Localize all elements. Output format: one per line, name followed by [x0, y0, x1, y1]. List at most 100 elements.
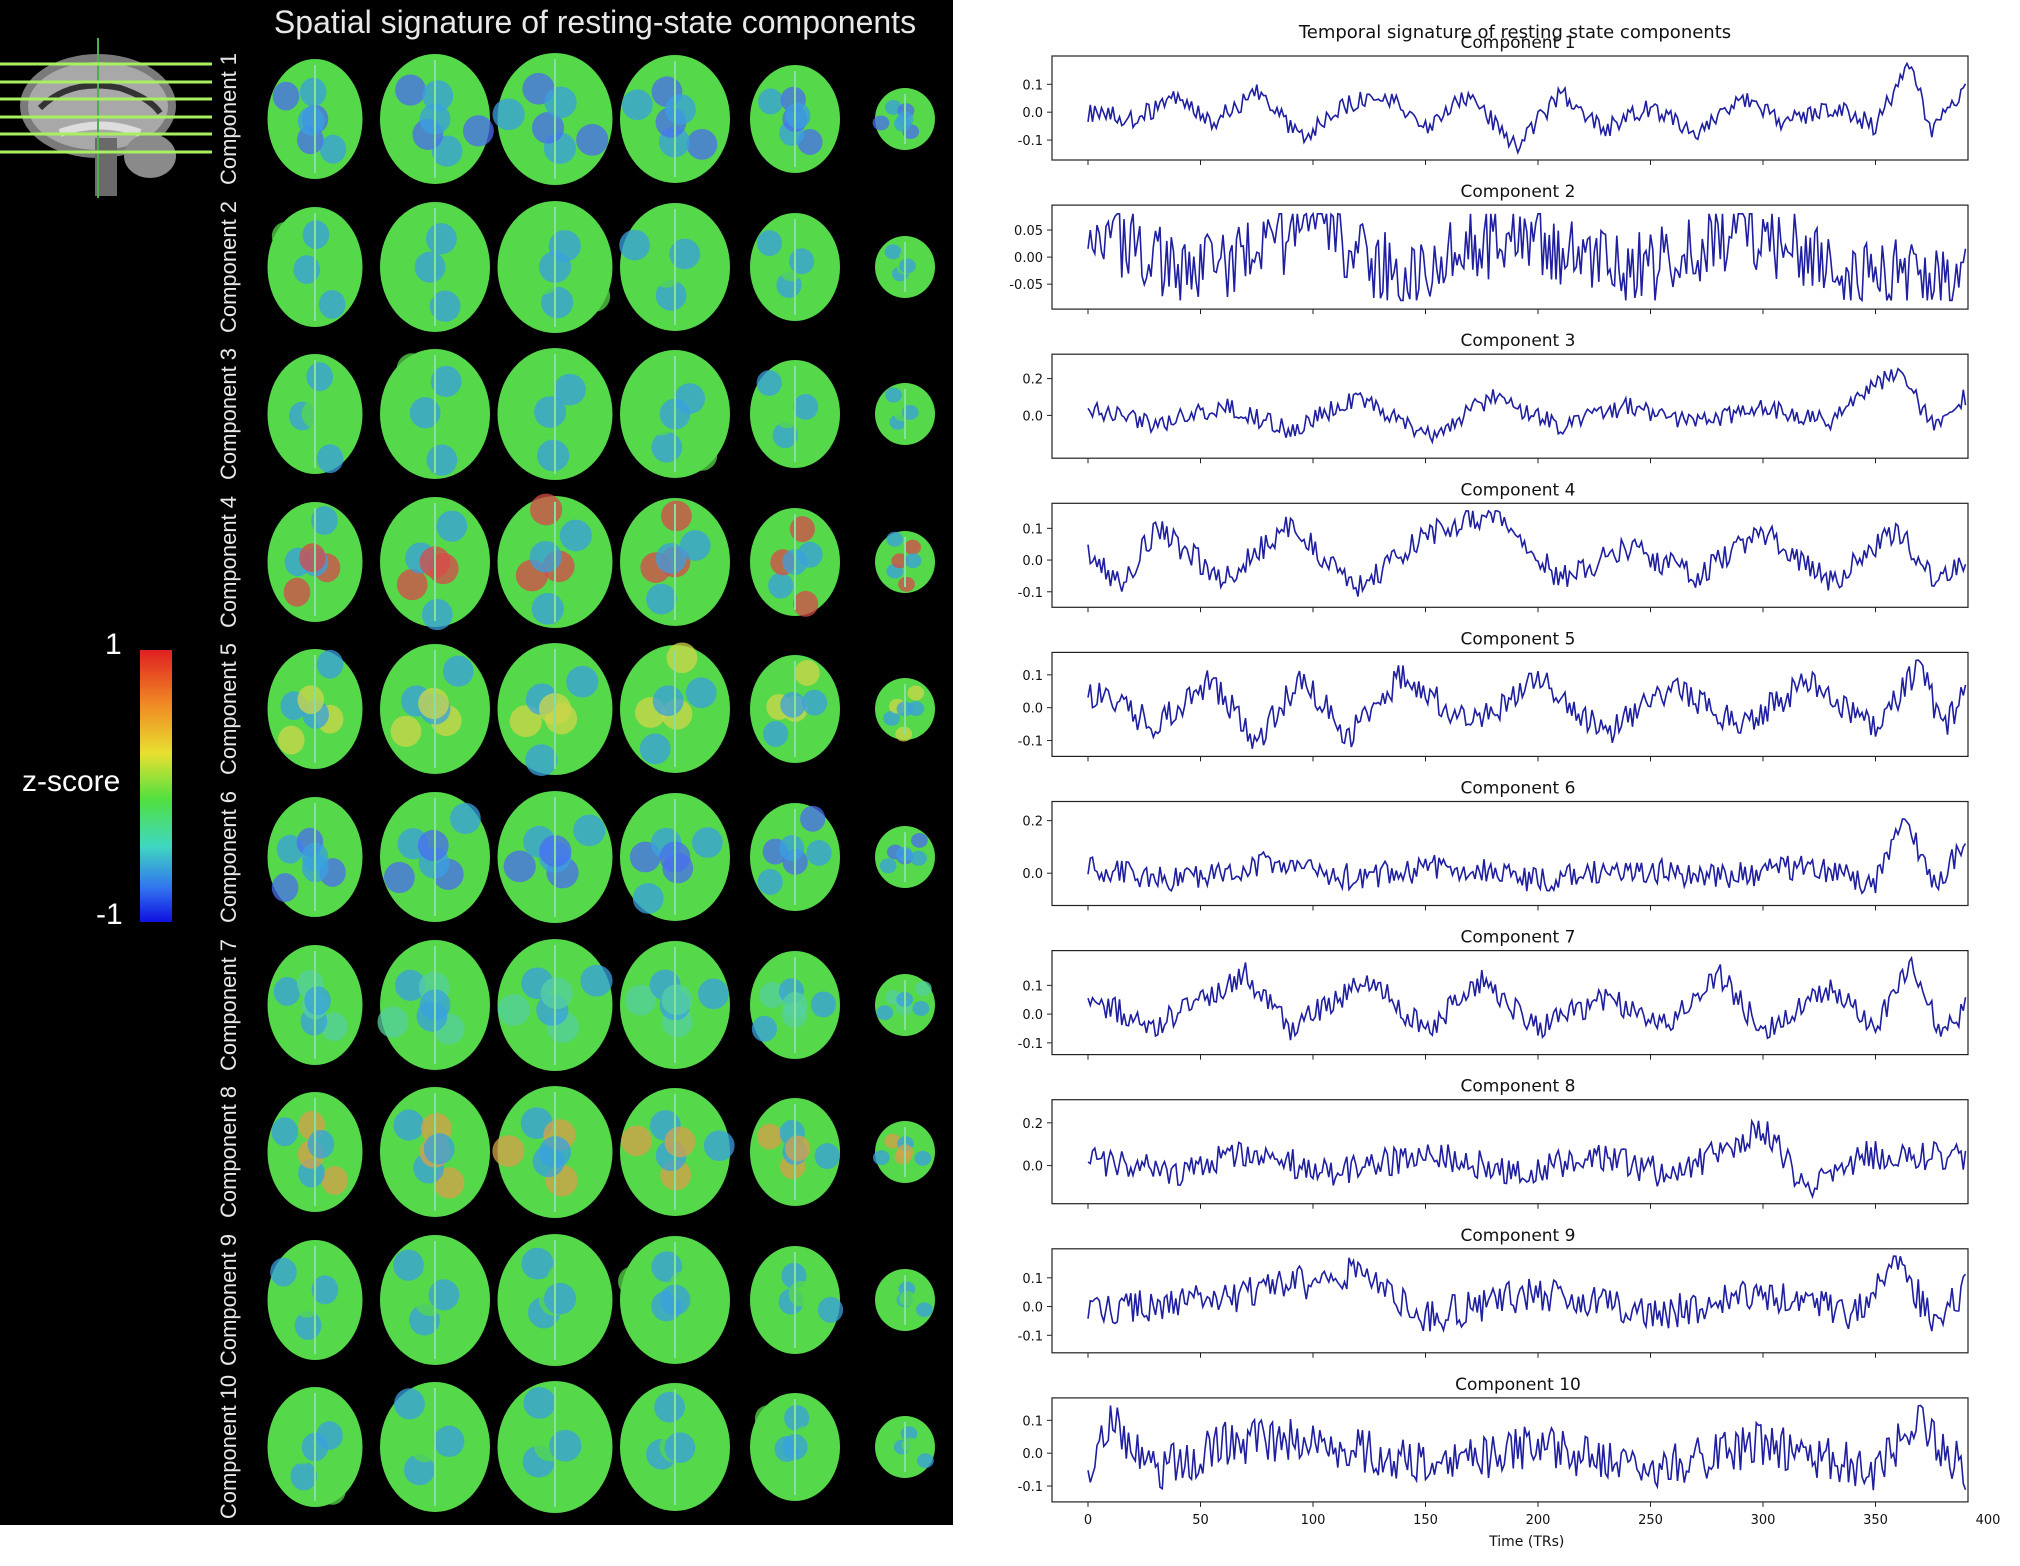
brain-slice: [380, 1234, 490, 1365]
colorbar-label: z-score: [22, 765, 121, 798]
plot-frame: [1051, 353, 1969, 459]
component-row: Component 4: [210, 489, 945, 635]
component-chart: Component 3 0.2 0.0: [1022, 331, 1969, 464]
component-chart: Component 9 0.1 0.0 -0.1: [1018, 1226, 1969, 1358]
brain-slice: [875, 383, 935, 446]
y-tick-label: -0.1: [1018, 134, 1043, 149]
x-tick-label: 50: [1192, 1513, 1209, 1528]
brain-slice: [267, 1239, 363, 1360]
chart-title: Component 7: [1461, 928, 1576, 948]
temporal-title: Temporal signature of resting state comp…: [1298, 22, 1732, 43]
brain-slice: [497, 493, 613, 628]
chart-title: Component 2: [1461, 182, 1576, 202]
brain-slice: [492, 1086, 613, 1219]
component-label: Component 7: [210, 932, 248, 1078]
y-tick-label: 0.1: [1022, 979, 1043, 994]
chart-title: Component 6: [1461, 779, 1576, 799]
y-tick-label: -0.1: [1018, 1037, 1043, 1052]
brain-slice: [875, 1268, 935, 1331]
series-line: [1087, 61, 1967, 155]
brain-slice: [497, 1233, 613, 1366]
brain-slice: [620, 1383, 730, 1512]
y-tick-label: 0.2: [1022, 1117, 1043, 1132]
brain-slice: [750, 507, 840, 617]
component-chart: Component 7 0.1 0.0 -0.1: [1018, 928, 1969, 1060]
brain-slice: [267, 59, 363, 179]
component-chart: Component 10 0.1 0.0 -0.1: [1018, 1375, 1969, 1507]
brain-slice: [750, 1245, 844, 1354]
brain-slice: [380, 496, 490, 630]
x-tick-label: 350: [1863, 1513, 1888, 1528]
component-chart: Component 6 0.2 0.0: [1022, 779, 1969, 911]
component-label-text: Component 9: [216, 1233, 241, 1366]
series-line: [1087, 1118, 1967, 1200]
component-chart: Component 2 0.05 0.00 -0.05: [1009, 182, 1969, 315]
component-label-text: Component 7: [216, 938, 241, 1071]
brain-slice: [497, 643, 613, 777]
component-row: Component 5: [210, 636, 945, 782]
series-line: [1087, 659, 1967, 749]
component-row: Component 2: [210, 194, 945, 340]
brain-slice: [492, 53, 613, 185]
component-row: Component 1: [210, 46, 945, 192]
y-tick-label: 0.0: [1022, 1160, 1043, 1175]
component-label: Component 6: [210, 784, 248, 930]
chart-title: Component 1: [1461, 33, 1576, 53]
x-tick-label: 300: [1751, 1513, 1776, 1528]
brain-slice: [497, 348, 613, 481]
plot-frame: [1051, 1248, 1969, 1354]
brain-slice: [380, 644, 490, 775]
y-tick-label: 0.05: [1014, 224, 1043, 239]
x-tick-label: 150: [1413, 1513, 1438, 1528]
brain-slice: [750, 950, 840, 1059]
x-tick-label: 100: [1301, 1513, 1326, 1528]
colorbar-max-label: 1: [105, 628, 122, 661]
component-row: Component 3: [210, 341, 945, 487]
brain-slice: [750, 360, 840, 469]
y-tick-label: 0.1: [1022, 78, 1043, 93]
brain-slice: [750, 1098, 840, 1207]
chart-title: Component 5: [1461, 629, 1576, 649]
y-tick-label: -0.1: [1018, 1480, 1043, 1495]
component-label: Component 3: [210, 341, 248, 487]
brain-slice: [872, 88, 935, 150]
component-label-text: Component 2: [216, 200, 241, 333]
brain-slice: [267, 206, 363, 327]
brain-slices: [267, 938, 935, 1071]
chart-title: Component 8: [1461, 1077, 1576, 1097]
brain-slice: [620, 497, 730, 626]
y-tick-label: 0.0: [1022, 554, 1043, 569]
brain-slice: [750, 803, 840, 911]
series-line: [1087, 818, 1967, 895]
component-label-text: Component 4: [216, 495, 241, 628]
brain-slice: [619, 202, 730, 331]
plot-frame: [1051, 800, 1969, 907]
y-tick-label: 0.0: [1022, 106, 1043, 121]
brain-slice: [875, 1416, 935, 1479]
brain-slice: [620, 55, 730, 183]
brain-slice: [620, 793, 730, 921]
brain-slice: [267, 354, 363, 475]
brain-slice: [380, 792, 490, 922]
brain-slice: [380, 1087, 490, 1218]
brain-slices: [267, 1381, 935, 1514]
brain-slice: [380, 54, 494, 184]
y-tick-label: 0.0: [1022, 1447, 1043, 1462]
component-label-text: Component 1: [216, 52, 241, 186]
brain-slice: [618, 1235, 730, 1364]
brain-slice: [750, 1393, 840, 1502]
plot-frame: [1051, 1397, 1969, 1503]
component-row: Component 9: [210, 1227, 945, 1373]
chart-title: Component 10: [1455, 1375, 1581, 1395]
brain-slices: [267, 1233, 935, 1366]
y-tick-label: -0.1: [1018, 1329, 1043, 1344]
sagittal-brain-thumbnail: [0, 38, 215, 203]
brain-slice: [620, 642, 730, 774]
brain-slice: [750, 65, 840, 173]
brain-slice: [497, 938, 613, 1071]
series-line: [1087, 367, 1967, 445]
brain-slice: [750, 212, 840, 321]
component-chart: Component 4 0.1 0.0 -0.1: [1018, 480, 1969, 613]
series-line: [1087, 1255, 1967, 1333]
brain-slice: [872, 1121, 935, 1184]
